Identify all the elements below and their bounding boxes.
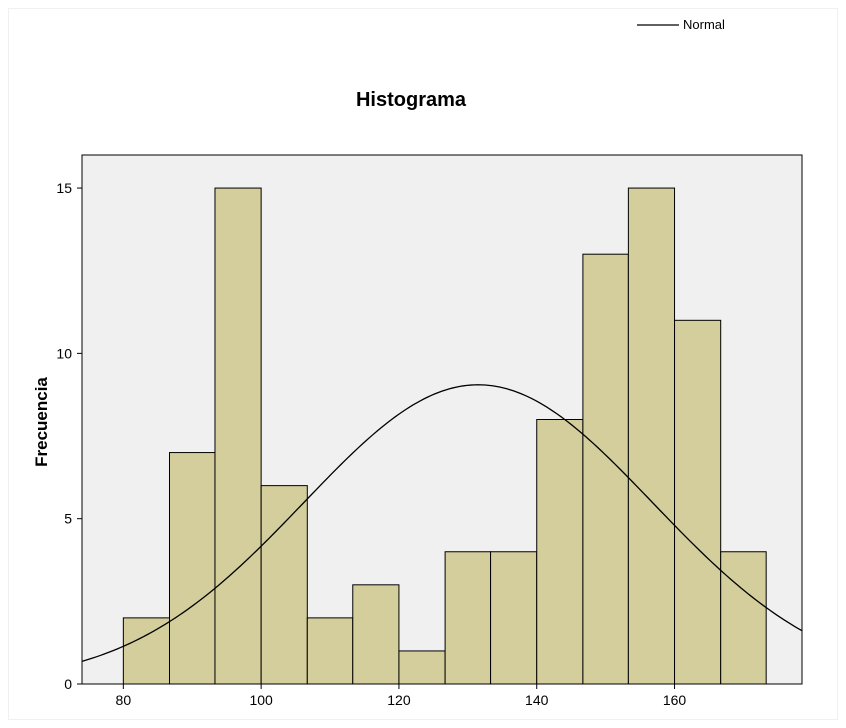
y-axis-label: Frecuencia	[32, 377, 51, 467]
histogram-bar	[582, 253, 629, 685]
histogram-bar	[720, 551, 767, 685]
normal-curve-layer	[81, 384, 803, 663]
y-tick-label: 0	[64, 676, 72, 692]
x-tick-label: 160	[663, 692, 687, 708]
y-tick-label: 15	[56, 180, 72, 196]
x-tick-label: 120	[387, 692, 411, 708]
legend-label-normal: Normal	[683, 17, 725, 32]
chart-frame: Normal Histograma Frecuencia 80 100 120 140…	[8, 8, 838, 720]
normal-curve	[81, 384, 803, 663]
histogram-bar	[444, 551, 492, 685]
histogram-bar	[398, 650, 446, 685]
histogram-bar	[169, 452, 216, 685]
histogram-bar	[536, 419, 584, 685]
x-tick-label: 140	[525, 692, 549, 708]
chart-title: Histograma	[356, 89, 467, 111]
axes: 80 100 120 140 160 0 5 10 15	[56, 180, 686, 708]
histogram-bar	[122, 617, 171, 685]
histogram-bar	[260, 485, 308, 685]
histogram-bar	[490, 551, 538, 685]
bars	[122, 187, 767, 685]
legend: Normal	[637, 17, 725, 32]
histogram-bar	[214, 187, 262, 685]
histogram-bar	[674, 319, 722, 685]
histogram-bar	[352, 584, 400, 685]
y-tick-label: 5	[64, 511, 72, 527]
y-tick-label: 10	[56, 345, 72, 361]
histogram-bar	[306, 617, 354, 685]
x-tick-label: 100	[249, 692, 273, 708]
x-tick-label: 80	[116, 692, 132, 708]
histogram-chart: Normal Histograma Frecuencia 80 100 120 140…	[32, 17, 803, 708]
histogram-bar	[627, 187, 676, 685]
